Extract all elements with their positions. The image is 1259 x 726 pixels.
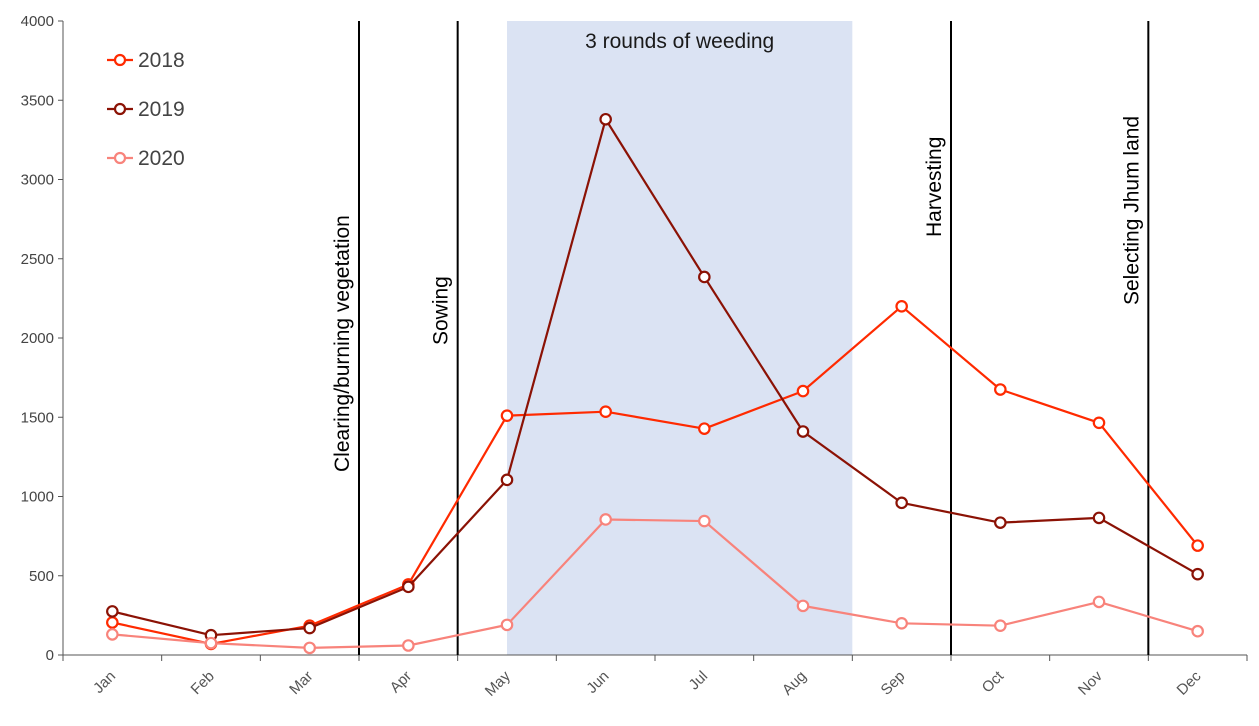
data-point-2019 bbox=[402, 580, 415, 594]
series-line-2019 bbox=[112, 118, 1199, 637]
data-point-2020 bbox=[1191, 624, 1204, 638]
data-point-2018 bbox=[599, 405, 612, 419]
x-tick-label: Apr bbox=[387, 668, 416, 697]
data-point-2019 bbox=[599, 112, 612, 126]
data-point-2019 bbox=[1191, 567, 1204, 581]
legend-label: 2018 bbox=[138, 49, 185, 72]
data-point-2020 bbox=[402, 639, 415, 652]
y-tick-label: 2000 bbox=[21, 330, 54, 347]
data-point-2018 bbox=[1092, 416, 1106, 430]
legend-marker bbox=[113, 53, 127, 67]
x-tick-label: Feb bbox=[188, 668, 218, 698]
data-point-2018 bbox=[994, 383, 1007, 396]
x-tick-label: Oct bbox=[979, 667, 1008, 696]
data-point-2019 bbox=[303, 621, 316, 635]
data-point-2019 bbox=[796, 425, 810, 438]
data-point-2018 bbox=[106, 616, 119, 629]
data-point-2018 bbox=[698, 422, 711, 435]
weeding-region-label: 3 rounds of weeding bbox=[585, 30, 774, 53]
data-point-2019 bbox=[1092, 511, 1106, 525]
data-point-2020 bbox=[303, 641, 316, 655]
y-tick-label: 4000 bbox=[21, 13, 54, 30]
x-tick-label: May bbox=[482, 667, 514, 699]
x-tick-label: Jun bbox=[583, 668, 612, 697]
legend-marker bbox=[113, 151, 127, 165]
data-point-2020 bbox=[106, 628, 119, 641]
weeding-shaded-region bbox=[507, 21, 853, 655]
x-tick-label: Dec bbox=[1174, 667, 1205, 698]
x-tick-label: Mar bbox=[286, 668, 316, 698]
x-tick-label: Sep bbox=[878, 668, 909, 699]
legend-marker bbox=[113, 102, 127, 116]
phase-marker-layer: Clearing/burning vegetation Sowing Harvest… bbox=[331, 21, 1150, 655]
y-tick-label: 3000 bbox=[21, 172, 54, 189]
data-point-2019 bbox=[500, 473, 514, 487]
y-tick-label: 1500 bbox=[21, 409, 54, 426]
y-tick-label: 0 bbox=[46, 647, 54, 664]
data-point-2020 bbox=[994, 619, 1007, 632]
data-point-2019 bbox=[698, 270, 711, 284]
x-tick-label: Nov bbox=[1075, 667, 1106, 698]
data-point-2020 bbox=[204, 636, 218, 650]
legend-label: 2019 bbox=[138, 98, 185, 121]
data-point-2020 bbox=[500, 618, 514, 632]
y-tick-label: 500 bbox=[29, 568, 54, 585]
background-layer: 3 rounds of weeding bbox=[507, 21, 853, 655]
x-tick-label: Jul bbox=[686, 668, 712, 694]
phase-marker-label: Harvesting bbox=[923, 137, 946, 237]
data-point-2018 bbox=[500, 409, 514, 422]
x-tick-label: Jan bbox=[90, 668, 119, 697]
data-point-2020 bbox=[698, 514, 711, 528]
x-tick-label: Aug bbox=[779, 668, 810, 699]
phase-marker-label: Sowing bbox=[430, 276, 453, 345]
data-point-2020 bbox=[895, 616, 908, 630]
data-point-2019 bbox=[994, 516, 1007, 529]
y-tick-label: 1000 bbox=[21, 489, 54, 506]
legend-label: 2020 bbox=[138, 147, 185, 170]
data-point-2020 bbox=[1092, 595, 1106, 609]
data-point-2018 bbox=[895, 299, 908, 313]
data-point-2020 bbox=[796, 599, 810, 613]
y-tick-label: 2500 bbox=[21, 251, 54, 268]
y-tick-label: 3500 bbox=[21, 92, 54, 109]
phase-marker-label: Clearing/burning vegetation bbox=[331, 215, 354, 472]
data-point-2019 bbox=[106, 605, 119, 618]
series-line-2020 bbox=[112, 518, 1198, 649]
data-point-2019 bbox=[895, 496, 908, 510]
legend: 2018 2019 2020 bbox=[107, 49, 185, 170]
series-layer bbox=[106, 112, 1204, 655]
data-point-2018 bbox=[1191, 539, 1204, 552]
data-point-2018 bbox=[796, 384, 810, 398]
phase-marker-label: Selecting Jhum land bbox=[1120, 116, 1143, 305]
data-point-2020 bbox=[599, 513, 612, 526]
